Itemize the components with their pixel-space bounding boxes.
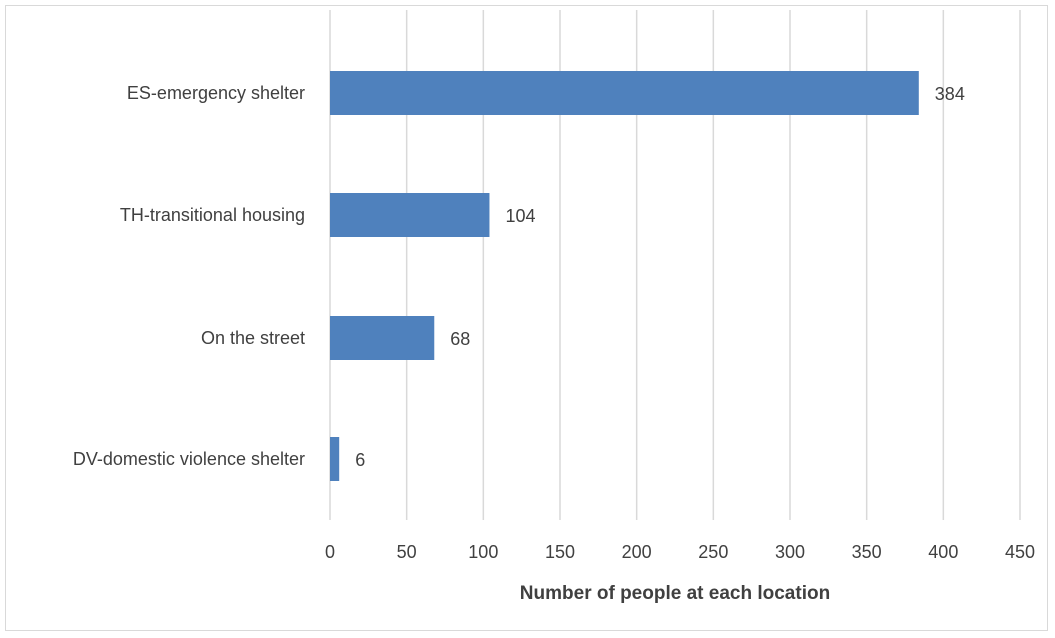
x-tick-label-400: 400 [928, 542, 958, 562]
data-label-3: 68 [450, 329, 470, 349]
bar-3 [330, 316, 435, 360]
x-tick-label-350: 350 [852, 542, 882, 562]
x-tick-label-200: 200 [622, 542, 652, 562]
category-label-3: On the street [201, 328, 305, 348]
x-tick-label-450: 450 [1005, 542, 1035, 562]
x-tick-label-300: 300 [775, 542, 805, 562]
x-axis-title: Number of people at each location [520, 583, 830, 604]
x-tick-label-150: 150 [545, 542, 575, 562]
category-labels: ES-emergency shelter TH-transitional hous… [73, 83, 305, 469]
data-label-2: 104 [505, 206, 535, 226]
x-tick-label-250: 250 [698, 542, 728, 562]
x-tick-label-0: 0 [325, 542, 335, 562]
bar-2 [330, 193, 490, 237]
category-label-1: ES-emergency shelter [127, 83, 305, 103]
bars [330, 71, 919, 481]
data-labels: 384 104 68 6 [355, 84, 965, 470]
x-tick-label-100: 100 [468, 542, 498, 562]
category-label-2: TH-transitional housing [120, 205, 305, 225]
x-tick-label-50: 50 [397, 542, 417, 562]
bar-4 [330, 437, 340, 481]
category-label-4: DV-domestic violence shelter [73, 449, 305, 469]
data-label-1: 384 [935, 84, 965, 104]
bar-1 [330, 71, 919, 115]
x-tick-labels: 0 50 100 150 200 250 300 350 400 450 [325, 542, 1035, 562]
data-label-4: 6 [355, 450, 365, 470]
